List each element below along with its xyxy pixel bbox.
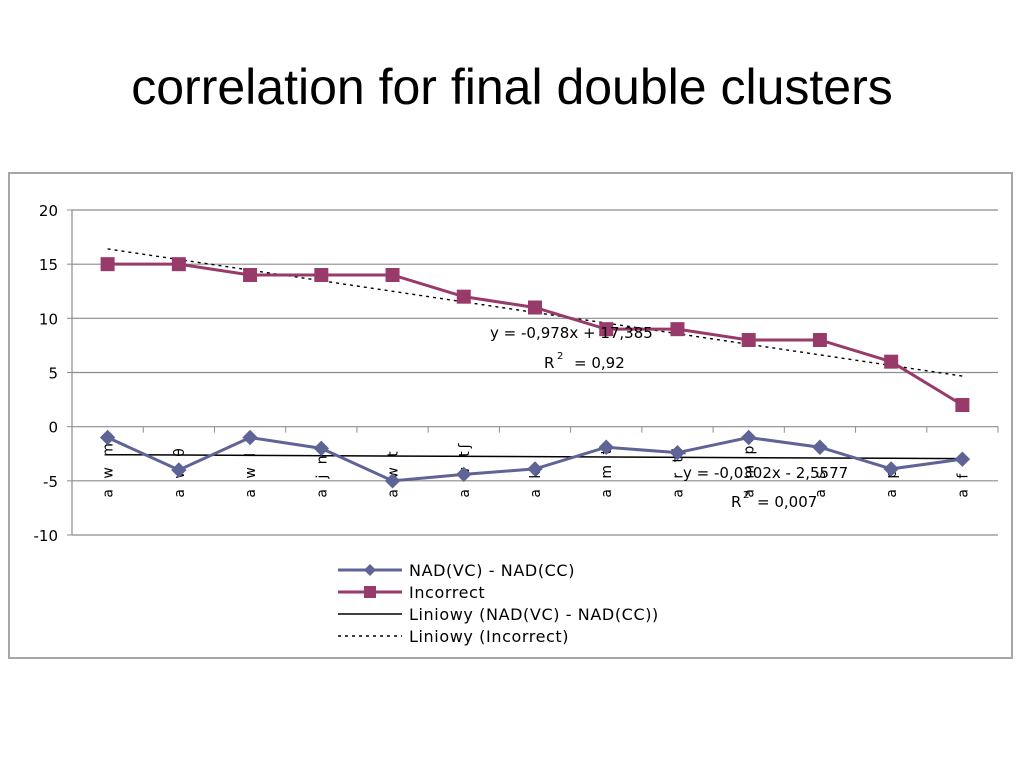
y-tick-label: -10 <box>34 527 59 545</box>
data-point-square <box>243 268 258 282</box>
data-point-square <box>528 300 542 315</box>
y-tick-label: 15 <box>39 256 58 274</box>
y-tick-label: 0 <box>48 419 58 437</box>
data-point-square <box>171 257 186 272</box>
x-tick-label: a s <box>813 468 829 497</box>
x-tick-label: a r tʃ <box>670 446 686 497</box>
axes <box>67 209 999 536</box>
y-tick-label: 5 <box>48 365 58 383</box>
trendline-equation: y = -0,0302x - 2,5577 <box>683 464 848 482</box>
data-point-diamond <box>384 473 401 489</box>
data-point-diamond <box>313 440 330 457</box>
gridlines <box>72 209 998 536</box>
data-point-square <box>670 322 685 337</box>
data-point-square <box>741 333 756 347</box>
x-tick-label: a w m <box>101 440 117 498</box>
data-point-square <box>314 268 329 282</box>
data-point-diamond <box>812 439 828 455</box>
data-point-square <box>385 268 400 282</box>
data-point-square <box>812 333 827 347</box>
y-tick-label: 10 <box>39 310 58 328</box>
data-point-diamond <box>242 429 258 446</box>
r-squared-label: R <box>544 354 554 372</box>
x-tick-label: a p <box>884 467 900 498</box>
legend: NAD(VC) - NAD(CC) Incorrect Liniowy (NAD(V… <box>338 561 659 646</box>
data-point-square <box>884 354 899 369</box>
legend-marker-square <box>364 586 376 598</box>
data-point-diamond <box>740 429 757 446</box>
trendlines <box>107 248 963 460</box>
r-squared-label: R <box>731 493 741 511</box>
r-squared-exponent: 2 <box>743 490 749 501</box>
legend-label: NAD(VC) - NAD(CC) <box>409 561 575 580</box>
legend-label: Liniowy (Incorrect) <box>409 627 569 646</box>
data-point-diamond <box>99 429 116 446</box>
data-point-square <box>100 257 115 272</box>
slide-title: correlation for final double clusters <box>131 59 893 115</box>
data-point-diamond <box>954 451 971 467</box>
data-point-diamond <box>527 461 543 477</box>
x-tick-label: a m p <box>742 443 758 498</box>
x-tick-label: a w l <box>243 450 259 498</box>
data-point-diamond <box>883 461 899 477</box>
data-point-diamond <box>456 466 472 483</box>
data-point-square <box>456 289 471 304</box>
data-point-diamond <box>669 444 686 461</box>
x-tick-label: a j n <box>314 452 330 497</box>
data-point-square <box>955 398 970 412</box>
r-squared-value: = 0,92 <box>574 354 625 372</box>
y-tick-labels: 20 15 10 5 0 -5 -10 <box>34 202 59 545</box>
x-tick-label: a f <box>955 471 971 498</box>
y-tick-label: -5 <box>43 473 58 491</box>
chart-frame <box>8 172 1013 659</box>
x-tick-label: a k <box>528 468 544 498</box>
legend-marker-diamond <box>364 564 376 576</box>
trendline-nad <box>107 453 963 460</box>
series <box>99 257 971 489</box>
r-squared-exponent: 2 <box>557 351 563 362</box>
x-tick-label: a m t <box>599 446 615 498</box>
data-point-diamond <box>598 439 614 455</box>
trendline-equation: y = -0,978x + 17,385 <box>490 324 653 342</box>
legend-label: Incorrect <box>409 583 485 602</box>
data-point-square <box>599 322 614 337</box>
y-tick-label: 20 <box>39 202 58 220</box>
legend-label: Liniowy (NAD(VC) - NAD(CC)) <box>409 605 659 624</box>
data-point-diamond <box>171 462 187 478</box>
r-squared-value: = 0,007 <box>757 493 817 511</box>
